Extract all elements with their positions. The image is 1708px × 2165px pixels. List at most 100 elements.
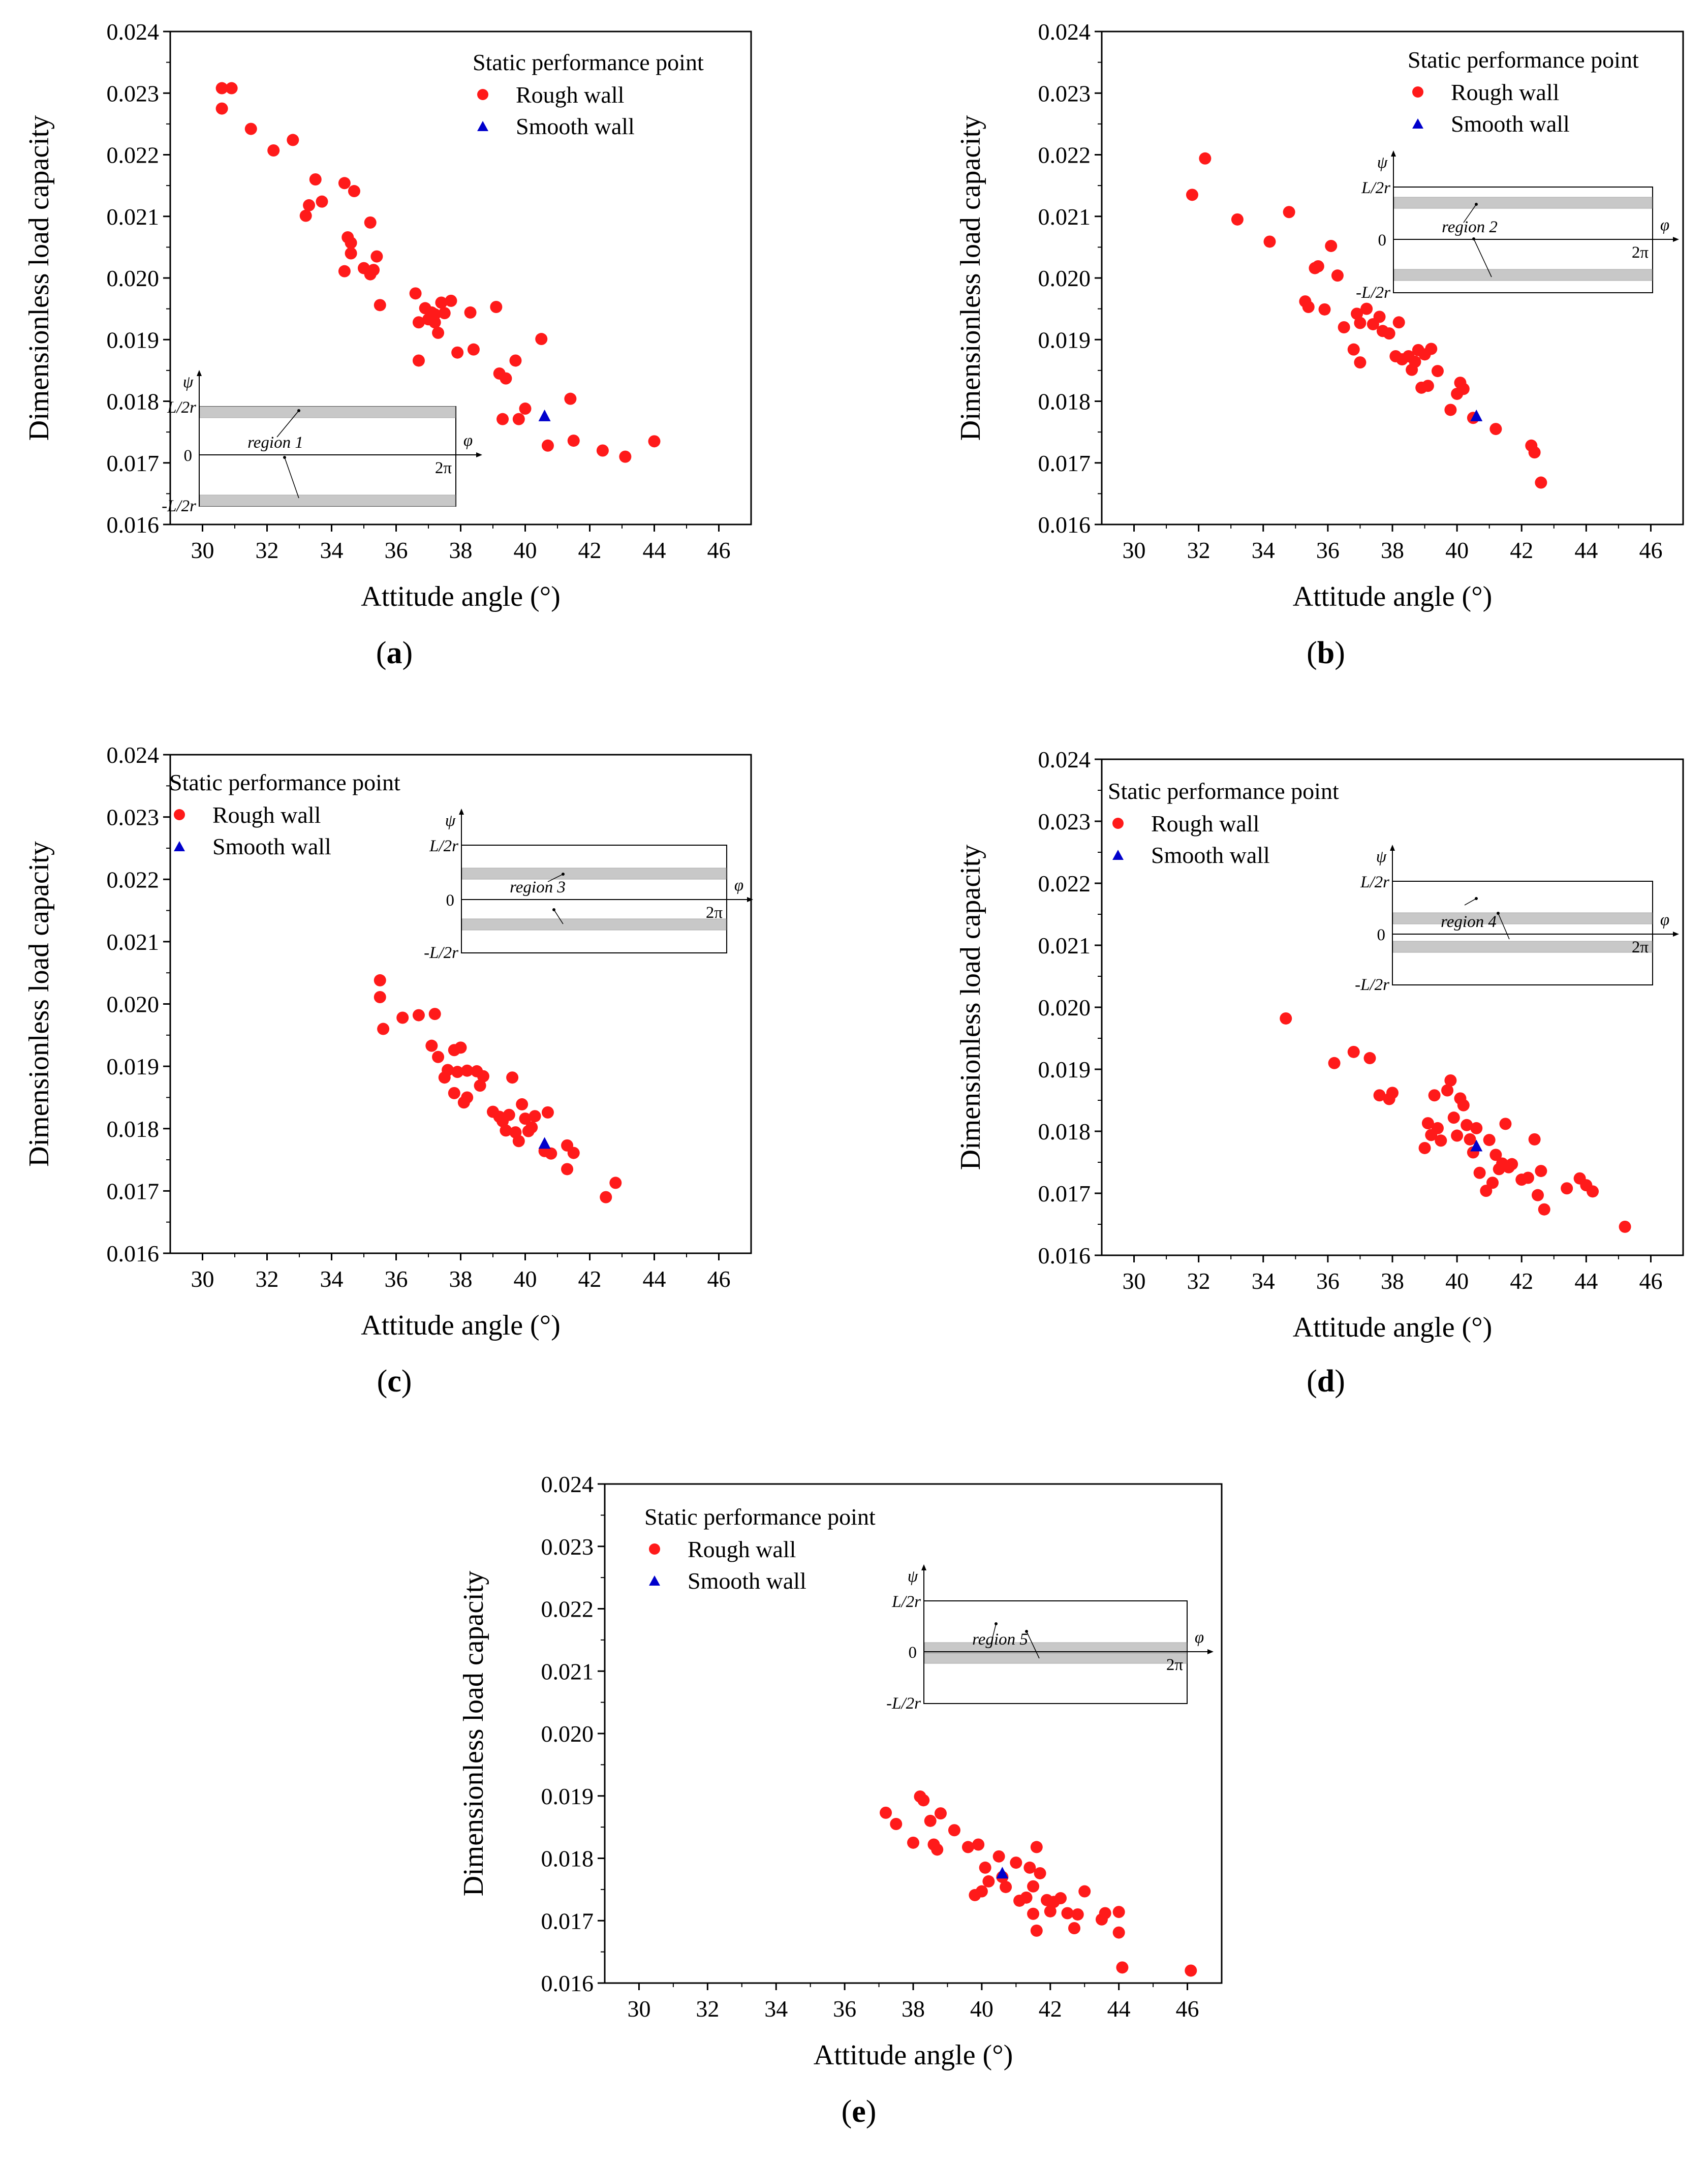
inset-bottom-label: -L/2r [424,944,458,962]
inset-zero-label: 0 [184,447,193,465]
rough-wall-point [267,144,280,157]
x-tick-label: 42 [1510,537,1533,563]
shaded-region-band [461,868,727,880]
phi-label: φ [463,431,473,450]
psi-label: ψ [908,1567,918,1586]
legend-smooth-marker [1112,850,1124,860]
rough-wall-point [445,294,457,307]
rough-wall-point [1561,1182,1573,1195]
region-inset: ψ φ L/2r 0 -L/2r 2π region 2 [1356,150,1679,302]
region-label: region 3 [510,878,566,896]
rough-wall-point [1418,1141,1431,1154]
rough-wall-point [1054,1892,1067,1905]
rough-wall-point [1318,303,1331,316]
rough-wall-point [425,1039,438,1052]
x-tick-label: 32 [256,1266,279,1292]
rough-wall-point [512,413,525,425]
subfigure-label: (e) [842,2094,877,2129]
rough-wall-point [1347,1045,1360,1058]
rough-wall-point [972,1838,985,1851]
x-tick-label: 34 [1252,1268,1275,1294]
subfigure-label: (c) [377,1364,412,1399]
y-axis-label: Dimensionless load capacity [955,845,986,1170]
rough-wall-point [345,247,357,260]
y-tick-label: 0.017 [107,450,160,476]
rough-wall-point [1354,356,1367,369]
y-tick-label: 0.024 [1038,19,1091,45]
rough-wall-point [1506,1158,1518,1170]
inset-top-label: L/2r [167,398,196,417]
leader-arrowhead [552,908,555,911]
y-tick-label: 0.024 [107,19,160,45]
region-label: region 2 [1442,218,1498,236]
rough-wall-point [600,1191,612,1203]
rough-wall-point [1428,1089,1441,1102]
x-tick-label: 40 [1445,1268,1469,1294]
rough-wall-point [519,1112,532,1125]
y-axis-label: Dimensionless load capacity [458,1571,489,1897]
y-tick-label: 0.017 [541,1908,594,1934]
legend-rough-marker [477,89,488,100]
y-tick-label: 0.021 [1038,204,1091,230]
rough-wall-point [1587,1185,1599,1198]
rough-wall-point [1020,1891,1033,1904]
rough-wall-point [982,1875,995,1888]
y-axis-label: Dimensionless load capacity [23,841,55,1167]
rough-wall-point [1431,1122,1444,1134]
rough-wall-point [467,343,480,356]
x-tick-label: 38 [902,1996,925,2022]
x-tick-label: 32 [256,537,279,563]
rough-wall-point [1373,1089,1386,1102]
region-leader-line [276,410,299,438]
rough-wall-point [1528,446,1541,459]
inset-bottom-label: -L/2r [162,497,196,515]
rough-wall-point [364,216,377,229]
legend-rough-marker [1112,818,1124,829]
rough-wall-point [1030,1841,1043,1853]
leader-arrowhead [1472,237,1475,240]
rough-wall-point [1425,343,1438,355]
y-tick-label: 0.016 [107,512,160,538]
y-tick-label: 0.017 [1038,450,1091,476]
shaded-region-band [924,1653,1187,1664]
rough-wall-point [1619,1220,1631,1233]
x-tick-label: 40 [1445,537,1469,563]
legend-rough-marker [649,1543,660,1555]
x-tick-label: 42 [1039,1996,1062,2022]
y-tick-label: 0.019 [1038,1057,1091,1082]
rough-wall-point [1354,317,1367,329]
rough-wall-point [374,974,386,986]
x-tick-label: 34 [1252,537,1275,563]
panel-b: 30 32 34 36 38 40 42 44 46 0.016 0.017 0.018 0.019 0.… [955,19,1684,670]
rough-wall-point [374,299,386,312]
legend-smooth-label: Smooth wall [1451,111,1570,137]
rough-wall-point [541,439,554,452]
rough-wall-point [1489,1149,1502,1161]
rough-wall-point [345,236,357,249]
rough-wall-point [619,450,632,463]
leader-arrowhead [283,456,286,459]
rough-wall-point [1473,1166,1486,1179]
legend-smooth-marker [649,1575,660,1586]
shaded-region-band [1392,941,1653,953]
rough-wall-point [1360,302,1373,315]
shaded-region-band [461,918,727,931]
rough-wall-point [948,1824,960,1837]
y-axis-label: Dimensionless load capacity [23,115,55,441]
region-leader-line [990,1623,997,1645]
inset-zero-label: 0 [446,891,455,910]
x-tick-label: 34 [320,1266,344,1292]
x-tick-label: 44 [643,1266,666,1292]
rough-wall-point [924,1814,937,1827]
y-tick-label: 0.018 [541,1846,594,1872]
rough-wall-point [1325,239,1338,252]
leader-arrowhead [297,409,300,412]
region-label: region 5 [972,1630,1028,1649]
rough-wall-point [225,82,238,95]
rough-wall-point [367,264,380,276]
rough-wall-point [961,1841,974,1853]
rough-wall-point [451,346,464,359]
rough-wall-point [541,1106,554,1119]
legend-rough-marker [1412,86,1423,98]
rough-wall-point [1068,1922,1080,1934]
